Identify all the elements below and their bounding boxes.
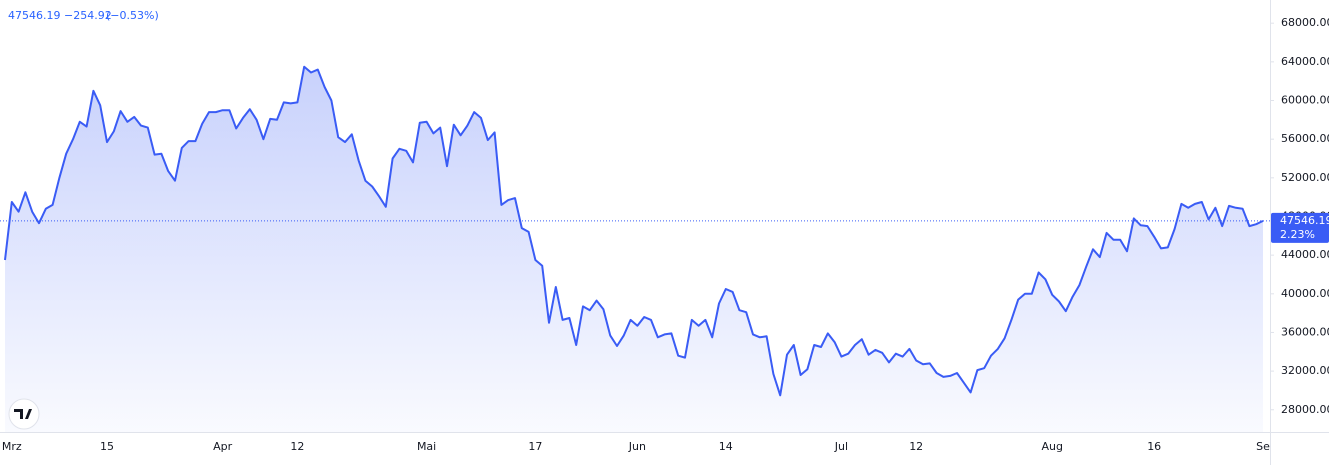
last-price-label: 47546.19: [1280, 214, 1329, 227]
x-tick-label: Aug: [1041, 440, 1062, 453]
x-tick-label: Se: [1256, 440, 1270, 453]
x-tick-label: Apr: [213, 440, 233, 453]
x-tick-label: Mrz: [2, 440, 22, 453]
header-change: −254.92: [64, 9, 112, 22]
y-tick-label: 64000.00: [1281, 55, 1329, 68]
y-tick-label: 60000.00: [1281, 94, 1329, 107]
y-tick-label: 44000.00: [1281, 248, 1329, 261]
x-tick-label: 12: [909, 440, 923, 453]
header-change-pct: (−0.53%): [106, 9, 159, 22]
x-tick-label: 15: [100, 440, 114, 453]
last-change-pct: 2.23%: [1280, 228, 1315, 241]
x-tick-label: Jul: [834, 440, 848, 453]
y-tick-label: 36000.00: [1281, 325, 1329, 338]
logo: [8, 398, 40, 430]
header-price: 47546.19: [8, 9, 61, 22]
plot-area: [4, 65, 1264, 432]
x-tick-label: 14: [719, 440, 733, 453]
x-tick-label: 12: [290, 440, 304, 453]
y-tick-label: 40000.00: [1281, 287, 1329, 300]
y-tick-label: 28000.00: [1281, 403, 1329, 416]
y-tick-label: 68000.00: [1281, 16, 1329, 29]
price-line: [4, 65, 1264, 397]
y-tick-label: 32000.00: [1281, 364, 1329, 377]
y-tick-label: 52000.00: [1281, 171, 1329, 184]
area-fill: [5, 66, 1263, 432]
last-price-box: [1271, 212, 1329, 243]
x-tick-label: 16: [1147, 440, 1161, 453]
x-tick-label: Mai: [417, 440, 436, 453]
x-tick-label: 17: [528, 440, 542, 453]
y-tick-label: 56000.00: [1281, 132, 1329, 145]
x-tick-label: Jun: [628, 440, 646, 453]
